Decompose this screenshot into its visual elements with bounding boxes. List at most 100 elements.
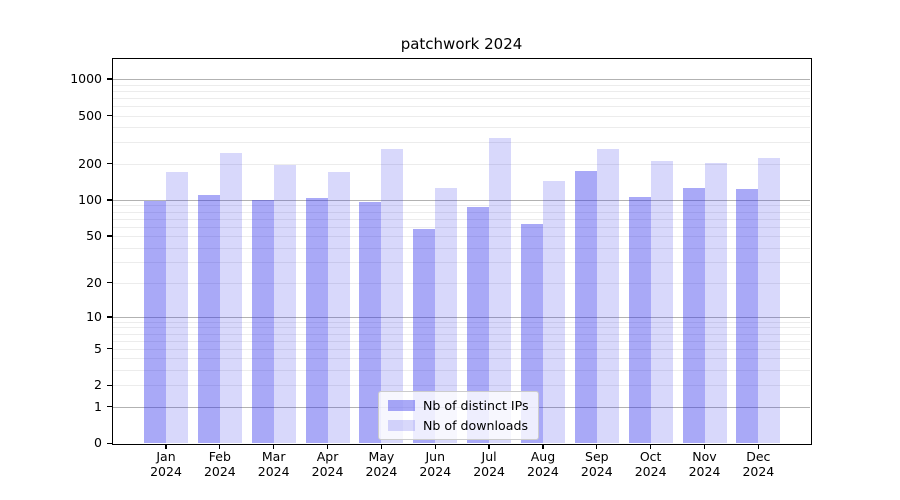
bar-downloads — [166, 171, 188, 444]
gridline-minor — [113, 333, 810, 335]
x-tick-mark — [380, 443, 383, 449]
gridline-minor — [113, 370, 810, 372]
bar-distinct-ips — [682, 188, 705, 444]
gridline-minor — [113, 211, 810, 213]
x-tick-label: Mar 2024 — [257, 449, 290, 479]
x-tick-label: Sep 2024 — [580, 449, 613, 479]
gridline-minor — [113, 105, 810, 107]
x-tick-mark — [650, 443, 652, 449]
x-tick-label: Feb 2024 — [203, 449, 236, 479]
gridline-minor — [113, 262, 810, 264]
bar-downloads — [219, 153, 242, 444]
y-tick-mark — [107, 348, 112, 350]
bar-downloads — [435, 187, 458, 444]
x-tick-label: Jul 2024 — [473, 449, 505, 479]
y-tick-mark — [107, 199, 112, 201]
gridline-minor — [113, 348, 810, 350]
y-tick-label: 1000 — [70, 71, 102, 87]
x-tick-mark — [542, 443, 544, 449]
y-tick-mark — [107, 163, 112, 165]
x-tick-label: Aug 2024 — [527, 449, 559, 479]
gridline-major — [113, 199, 810, 201]
gridline-minor — [113, 358, 810, 360]
y-tick-mark — [107, 114, 112, 117]
bar-distinct-ips — [359, 202, 382, 444]
x-tick-mark — [165, 443, 167, 449]
legend-swatch-downloads-icon — [388, 420, 415, 431]
gridline-minor — [113, 163, 810, 165]
gridline-minor — [113, 97, 810, 99]
bar-downloads — [704, 162, 727, 444]
x-tick-mark — [596, 443, 598, 449]
gridline-minor — [113, 385, 810, 387]
bar-downloads — [489, 138, 512, 444]
chart-title: patchwork 2024 — [400, 35, 523, 53]
bar-downloads — [381, 149, 404, 444]
x-tick-mark — [703, 443, 706, 449]
bar-distinct-ips — [574, 171, 597, 444]
gridline-minor — [113, 327, 810, 329]
bar-downloads — [327, 172, 350, 444]
y-tick-label: 2 — [94, 377, 102, 393]
bar-downloads — [758, 157, 781, 444]
x-tick-mark — [273, 443, 275, 449]
bar-downloads — [542, 180, 565, 444]
gridline-minor — [113, 218, 810, 220]
bar-distinct-ips — [413, 229, 436, 444]
legend-item-distinct-ips: Nb of distinct IPs — [388, 398, 529, 413]
gridline-minor — [113, 127, 810, 129]
legend-item-downloads: Nb of downloads — [388, 418, 529, 433]
y-tick-mark — [107, 384, 112, 387]
y-tick-mark — [107, 235, 112, 237]
y-tick-label: 200 — [78, 155, 102, 171]
bar-distinct-ips — [144, 201, 166, 444]
bar-distinct-ips — [467, 206, 490, 444]
y-tick-mark — [107, 78, 112, 80]
gridline-minor — [113, 115, 810, 117]
gridline-minor — [113, 235, 810, 237]
x-tick-label: Jan 2024 — [150, 449, 182, 479]
gridline-major — [113, 316, 810, 318]
y-tick-label: 10 — [86, 308, 102, 324]
gridline-minor — [113, 90, 810, 92]
x-tick-label: Oct 2024 — [634, 449, 667, 479]
bar-downloads — [273, 164, 296, 444]
legend-label-downloads: Nb of downloads — [423, 418, 529, 433]
bar-distinct-ips — [520, 224, 543, 444]
plot-area — [113, 59, 810, 444]
gridline-minor — [113, 340, 810, 342]
legend-label-distinct-ips: Nb of distinct IPs — [423, 398, 529, 413]
bar-distinct-ips — [251, 199, 274, 444]
x-tick-mark — [326, 443, 329, 449]
x-tick-label: May 2024 — [365, 449, 398, 479]
bar-distinct-ips — [628, 196, 651, 444]
gridline-minor — [113, 247, 810, 249]
bar-distinct-ips — [197, 195, 220, 444]
gridline-minor — [113, 282, 810, 284]
y-tick-label: 100 — [78, 191, 102, 207]
y-tick-label: 50 — [86, 228, 102, 243]
y-tick-label: 0 — [94, 435, 102, 451]
x-tick-label: Dec 2024 — [742, 449, 775, 479]
gridline-minor — [113, 226, 810, 228]
gridline-minor — [113, 205, 810, 207]
x-tick-mark — [219, 443, 221, 449]
gridline-major — [113, 79, 810, 81]
gridline-minor — [113, 84, 810, 86]
gridline-minor — [113, 321, 810, 323]
y-tick-label: 1 — [94, 398, 102, 414]
bar-downloads — [596, 148, 619, 444]
bar-distinct-ips — [305, 197, 328, 444]
x-tick-mark — [488, 443, 490, 449]
x-tick-label: Apr 2024 — [311, 449, 344, 479]
y-tick-label: 5 — [94, 340, 102, 356]
legend: Nb of distinct IPs Nb of downloads — [378, 391, 539, 440]
bar-distinct-ips — [736, 189, 759, 444]
x-tick-mark — [434, 443, 436, 449]
y-tick-label: 20 — [86, 274, 102, 290]
y-tick-mark — [107, 442, 112, 444]
gridline-minor — [113, 142, 810, 144]
bar-downloads — [650, 160, 673, 444]
y-tick-label: 500 — [78, 107, 102, 123]
